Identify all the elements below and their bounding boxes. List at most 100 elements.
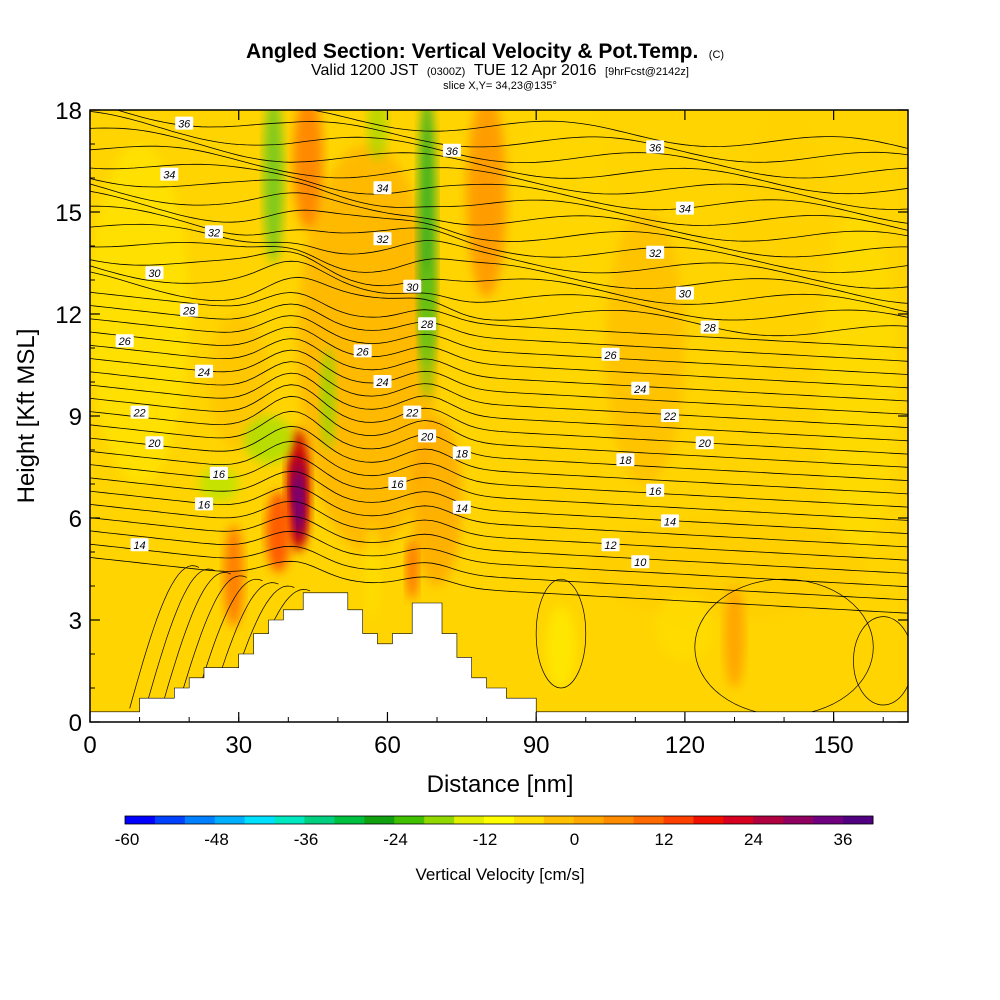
- isentrope-label: 14: [130, 538, 149, 552]
- isentrope-line: [90, 349, 908, 415]
- isentrope-line: [90, 223, 908, 289]
- y-tick-label: 18: [55, 98, 82, 125]
- isentrope-line: [90, 384, 908, 455]
- svg-text:16: 16: [213, 469, 226, 481]
- isentrope-line: [90, 470, 908, 534]
- isentrope-line: [90, 205, 908, 274]
- colorbar-swatch: [274, 816, 306, 824]
- colorbar-swatch: [424, 816, 455, 824]
- svg-text:30: 30: [148, 268, 161, 280]
- colorbar-swatch: [543, 816, 575, 824]
- colorbar-swatch: [633, 816, 665, 824]
- y-tick-label: 3: [69, 608, 82, 635]
- svg-text:36: 36: [178, 119, 191, 131]
- colorbar-swatch: [693, 816, 724, 824]
- svg-text:16: 16: [649, 486, 662, 498]
- svg-text:20: 20: [147, 438, 161, 450]
- y-tick-label: 12: [55, 302, 82, 329]
- isentrope-label: 32: [204, 225, 223, 239]
- svg-text:26: 26: [356, 346, 370, 358]
- updraft-west-slope: [223, 524, 244, 627]
- isentrope-line: [90, 145, 908, 210]
- downdraft-top: [367, 110, 388, 161]
- svg-text:28: 28: [182, 306, 196, 318]
- svg-text:28: 28: [420, 319, 434, 331]
- colorbar-swatch: [573, 816, 605, 824]
- colorbar-swatch: [364, 816, 395, 824]
- colorbar-label: Vertical Velocity [cm/s]: [415, 865, 584, 884]
- svg-text:20: 20: [420, 431, 434, 443]
- svg-text:26: 26: [603, 350, 617, 362]
- upper-updraft-west: [293, 110, 324, 229]
- svg-text:26: 26: [118, 336, 132, 348]
- isentrope-label: 18: [616, 453, 635, 467]
- isentrope-line: [309, 110, 908, 149]
- colorbar-swatch: [753, 816, 784, 824]
- colorbar-swatch: [394, 816, 425, 824]
- svg-text:18: 18: [619, 455, 632, 467]
- isentrope-label: 24: [195, 364, 214, 379]
- isentrope-line: [90, 260, 908, 321]
- isentrope-line: [90, 315, 908, 375]
- isentrope-label: 16: [195, 497, 214, 511]
- isentrope-line: [90, 183, 908, 242]
- colorbar-swatch: [125, 816, 156, 824]
- isentrope-line: [90, 242, 908, 304]
- downdraft-upper-center-low: [419, 263, 435, 399]
- isentrope-label: 20: [418, 429, 437, 443]
- isentrope-label: 14: [661, 514, 680, 528]
- isentrope-line: [90, 338, 908, 402]
- colorbar-swatch: [214, 816, 246, 824]
- isentrope-label: 22: [661, 409, 680, 423]
- isentrope-line-lowlevel: [161, 572, 231, 709]
- colorbar-swatch: [484, 816, 515, 824]
- svg-text:16: 16: [198, 499, 211, 511]
- colorbar-tick-label: -12: [473, 830, 498, 849]
- svg-text:18: 18: [456, 448, 469, 460]
- svg-text:10: 10: [634, 557, 647, 569]
- downdraft-upper-west: [263, 110, 284, 263]
- x-tick-label: 90: [523, 732, 550, 759]
- isentrope-line: [90, 557, 908, 614]
- isentrope-label: 32: [646, 245, 665, 260]
- field-patch-lowlevel-yellow-2: [655, 592, 715, 661]
- isentrope-line: [90, 326, 908, 389]
- colorbar: -60 -48 -36 -24 -12 0 12 24 36: [115, 815, 874, 849]
- isentrope-label: 24: [373, 375, 392, 389]
- isentrope-label: 36: [646, 140, 665, 154]
- isentrope-line: [90, 111, 908, 179]
- isentrope-line: [115, 110, 908, 163]
- isentrope-label: 18: [452, 446, 471, 460]
- colorbar-swatch: [154, 816, 186, 824]
- y-tick-label: 0: [69, 710, 82, 737]
- potential-temperature-isentropes: [90, 110, 908, 716]
- upper-updraft-center: [466, 110, 507, 297]
- svg-text:32: 32: [649, 248, 661, 260]
- isentrope-label: 20: [145, 436, 164, 450]
- isentrope-label: 30: [403, 279, 422, 294]
- svg-text:22: 22: [663, 411, 676, 423]
- svg-text:32: 32: [376, 234, 388, 246]
- y-tick-label: 6: [69, 506, 82, 533]
- svg-text:34: 34: [376, 183, 388, 195]
- isentrope-label: 22: [403, 405, 422, 420]
- svg-text:24: 24: [197, 367, 210, 379]
- colorbar-swatch: [454, 816, 485, 824]
- svg-text:12: 12: [604, 540, 616, 552]
- svg-text:22: 22: [405, 408, 418, 420]
- x-tick-label: 120: [665, 732, 705, 759]
- colorbar-tick-label: -36: [294, 830, 319, 849]
- isentrope-label: 30: [145, 266, 164, 280]
- svg-text:24: 24: [375, 377, 388, 389]
- isentrope-label: 24: [631, 381, 650, 396]
- isentrope-closed-contour: [853, 616, 908, 706]
- terrain-mask: [90, 592, 908, 722]
- isentrope-line: [90, 190, 908, 258]
- isentrope-line: [90, 530, 908, 588]
- svg-text:14: 14: [664, 516, 676, 528]
- updraft-core-inner: [293, 470, 304, 532]
- isentrope-label: 12: [601, 538, 620, 552]
- colorbar-swatch: [513, 816, 545, 824]
- isentrope-label: 10: [631, 555, 650, 569]
- colorbar-swatch: [603, 816, 635, 824]
